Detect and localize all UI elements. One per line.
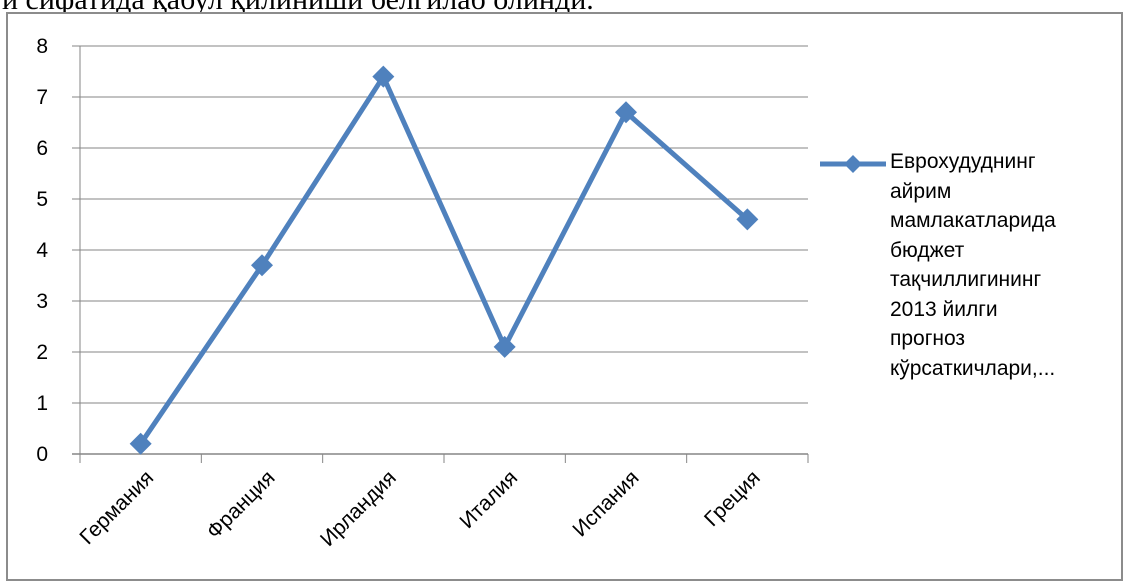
x-tick-label: Ирландия	[316, 466, 401, 551]
legend-series-label: Еврохудуднинг айрим мамлакатларида бюдже…	[890, 150, 1056, 380]
x-tick-label: Франция	[202, 466, 279, 543]
data-point-marker	[615, 101, 637, 124]
y-tick-label: 1	[36, 392, 48, 415]
line-chart: 0 1 2 3 4 5 6 7 8 Германия Франция Ирландия Италия Ис…	[36, 35, 809, 551]
series-line	[138, 74, 750, 447]
y-tick-label: 4	[36, 239, 48, 262]
data-point-marker	[493, 335, 516, 358]
y-tick-label: 8	[36, 35, 48, 58]
y-tick-label: 5	[36, 188, 48, 211]
chart-frame: 0 1 2 3 4 5 6 7 8 Германия Франция Ирландия Италия Ис…	[6, 12, 1123, 581]
y-tick-label: 7	[36, 86, 48, 109]
x-tick-label: Греция	[700, 466, 765, 531]
y-tick-label: 3	[36, 290, 48, 313]
y-tick-label: 0	[36, 443, 48, 466]
x-tick-label: Испания	[568, 466, 643, 541]
data-point-marker	[129, 432, 152, 455]
y-tick-label: 2	[36, 341, 48, 364]
x-tick-label: Германия	[75, 466, 158, 549]
data-point-marker	[736, 208, 759, 231]
data-point-marker	[372, 65, 395, 88]
legend-marker-icon	[820, 155, 886, 173]
y-tick-label: 6	[36, 137, 48, 160]
x-tick-label: Италия	[455, 466, 522, 533]
